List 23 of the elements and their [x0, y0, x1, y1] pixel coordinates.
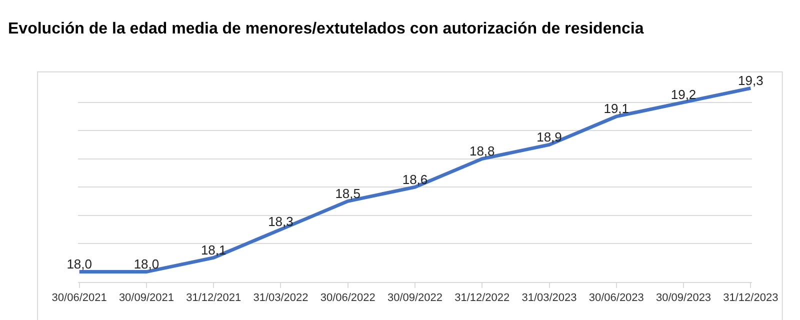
data-label: 18,8 [469, 144, 495, 159]
data-label: 19,1 [604, 101, 630, 116]
data-label: 18,1 [200, 242, 226, 258]
x-tick-label: 31/03/2022 [253, 292, 308, 304]
x-tick-label: 31/12/2022 [454, 292, 510, 304]
data-label: 18,0 [134, 256, 160, 272]
data-label: 18,6 [402, 172, 428, 187]
x-tick-label: 30/06/2023 [588, 292, 644, 304]
data-label: 18,3 [268, 214, 294, 230]
data-label: 18,9 [536, 129, 562, 144]
data-label: 19,2 [670, 87, 696, 102]
data-label: 18,5 [335, 186, 361, 201]
x-tick-label: 30/09/2023 [656, 292, 712, 304]
x-tick-label: 30/09/2022 [387, 292, 443, 304]
data-label: 18,0 [66, 256, 92, 272]
chart-title: Evolución de la edad media de menores/extutelados con autorización de residencia [8, 20, 644, 38]
x-tick-label: 31/12/2021 [186, 292, 242, 304]
data-label: 19,3 [738, 72, 764, 88]
x-tick-label: 30/09/2021 [118, 292, 174, 304]
x-tick-label: 30/06/2022 [320, 292, 376, 304]
x-tick-label: 31/03/2023 [522, 292, 577, 304]
x-tick-label: 30/06/2021 [52, 292, 107, 304]
x-tick-label: 31/12/2023 [723, 292, 778, 304]
